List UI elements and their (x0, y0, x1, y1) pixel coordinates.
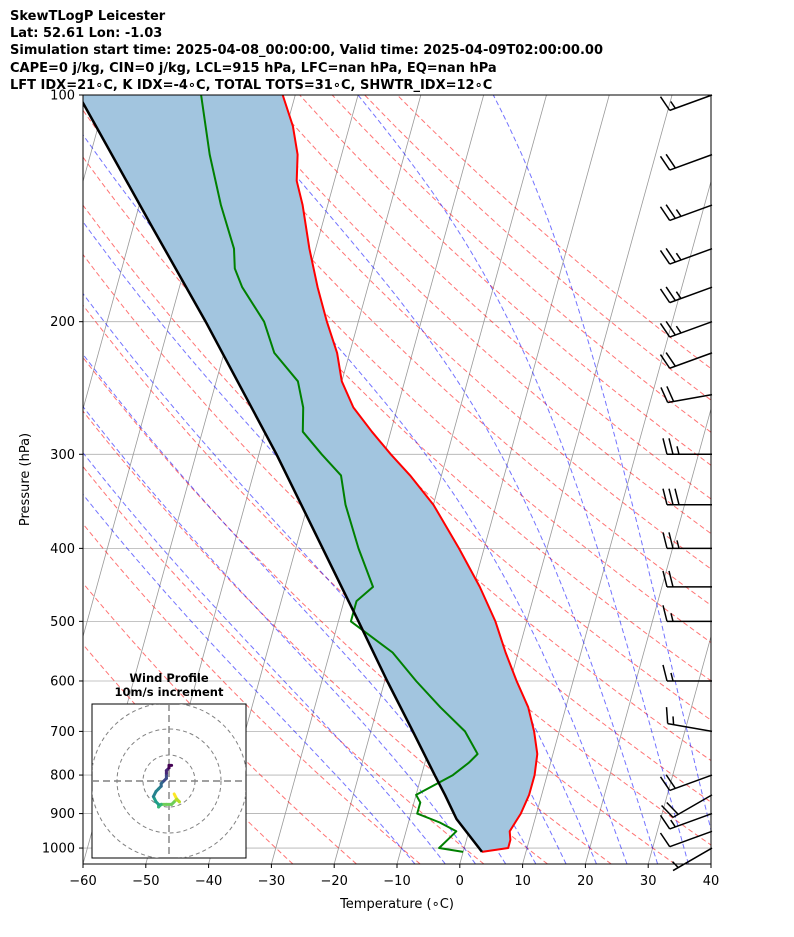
title-station: SkewTLogP Leicester (10, 9, 166, 24)
wind-barb (659, 774, 713, 792)
wind-barb (662, 664, 712, 682)
y-tick-label: 500 (50, 615, 75, 630)
y-tick-label: 300 (50, 448, 75, 463)
x-tick-label: 20 (577, 874, 594, 889)
isotherm-line (647, 634, 711, 864)
x-tick-label: −10 (383, 874, 410, 889)
dry-adiabat (83, 582, 357, 864)
x-tick-label: −40 (195, 874, 222, 889)
isotherm-line (83, 95, 171, 411)
dry-adiabat (136, 95, 711, 644)
isotherm-line (522, 179, 711, 864)
dry-adiabat (169, 95, 711, 606)
wind-barbs (659, 94, 713, 872)
wind-barb (662, 438, 712, 456)
wind-barb (659, 204, 713, 222)
moist-adiabat (83, 451, 446, 864)
series-temperature-line (281, 95, 539, 853)
title-latlon: Lat: 52.61 Lon: -1.03 (10, 26, 163, 42)
dry-adiabat (83, 465, 485, 864)
title-times: Simulation start time: 2025-04-08_00:00:… (10, 43, 603, 59)
x-tick-label: −50 (132, 874, 159, 889)
wind-barb (659, 286, 713, 304)
x-tick-label: 40 (703, 874, 720, 889)
hodograph-title-text: Wind Profile (129, 671, 209, 685)
series-dewpoint-line (200, 95, 479, 853)
x-tick-label: −30 (258, 874, 285, 889)
wind-barb (662, 570, 712, 588)
wind-barb (659, 320, 713, 338)
dry-adiabat (299, 95, 711, 466)
y-axis-label: Pressure (hPa) (18, 433, 33, 526)
wind-barb (662, 488, 712, 506)
x-tick-label: −20 (320, 874, 347, 889)
wind-barb (662, 532, 712, 550)
dry-adiabat (83, 253, 711, 846)
dry-adiabat (266, 95, 711, 500)
dry-adiabat (83, 523, 421, 864)
dry-adiabat (83, 304, 676, 864)
stability-shading (83, 95, 538, 852)
y-tick-label: 800 (50, 769, 75, 784)
dry-adiabat (83, 643, 294, 864)
profile-lines (83, 95, 539, 853)
dry-adiabat (83, 356, 612, 864)
wind-barb (659, 94, 713, 112)
moist-adiabat (492, 95, 711, 833)
x-tick-label: 10 (514, 874, 531, 889)
y-tick-label: 100 (50, 89, 75, 104)
wind-barb (671, 847, 713, 872)
isotherm-line (710, 862, 711, 864)
y-tick-label: 900 (50, 807, 75, 822)
wind-barb (660, 386, 713, 404)
y-tick-label: 400 (50, 542, 75, 557)
y-tick-label: 200 (50, 315, 75, 330)
wind-barb (659, 153, 713, 171)
isotherm-line (333, 95, 547, 864)
isotherm-line (585, 407, 711, 864)
x-tick-label: 30 (640, 874, 657, 889)
y-tick-label: 1000 (42, 842, 75, 857)
wind-barb (665, 707, 713, 733)
title-indices: LFT IDX=21∘C, K IDX=-4∘C, TOTAL TOTS=31∘… (10, 77, 493, 93)
dry-adiabat (104, 95, 711, 682)
wind-barb (659, 352, 713, 369)
y-tick-label: 600 (50, 674, 75, 689)
x-tick-label: −60 (69, 874, 96, 889)
series-parcel-line (83, 100, 483, 853)
x-axis-label: Temperature (∘C) (339, 897, 454, 912)
y-tick-label: 700 (50, 725, 75, 740)
title-cape: CAPE=0 j/kg, CIN=0 j/kg, LCL=915 hPa, LF… (10, 60, 497, 76)
hodograph-title: Wind Profile 10m/s increment (92, 671, 246, 699)
dry-adiabat (331, 95, 711, 433)
wind-barb (659, 830, 713, 848)
moist-adiabat (129, 95, 628, 864)
wind-barb (659, 812, 713, 830)
chart-header: SkewTLogP Leicester Lat: 52.61 Lon: -1.0… (10, 8, 603, 94)
moist-adiabat (357, 95, 689, 864)
moist-adiabat (83, 493, 416, 864)
moist-adiabat (228, 95, 659, 864)
hodograph (91, 703, 247, 859)
x-tick-label: 0 (456, 874, 464, 889)
wind-barb (659, 247, 713, 265)
moist-adiabat (83, 405, 476, 864)
hodograph-subtitle-text: 10m/s increment (114, 685, 224, 699)
wind-barb (661, 794, 713, 819)
moist-adiabat (83, 292, 537, 864)
wind-barb (662, 605, 712, 623)
isotherm-line (83, 95, 108, 183)
